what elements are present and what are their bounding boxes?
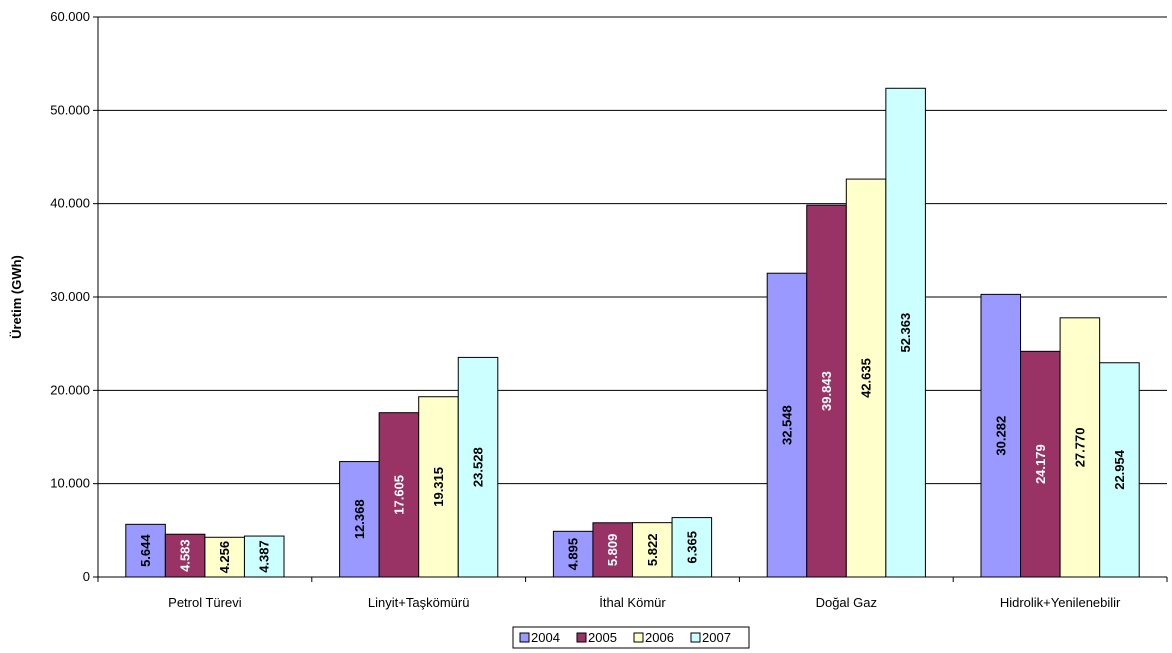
- y-tick-label: 20.000: [50, 382, 90, 397]
- data-label: 52.363: [898, 313, 913, 353]
- bar: [980, 293, 1022, 578]
- x-tick-label: Doğal Gaz: [816, 595, 877, 610]
- data-label: 32.548: [779, 405, 794, 445]
- data-label: 4.256: [217, 541, 232, 574]
- data-label: 5.809: [605, 534, 620, 567]
- data-label: 5.644: [138, 534, 153, 567]
- bar: [885, 87, 926, 578]
- bar: [339, 461, 380, 578]
- y-tick-label: 40.000: [50, 196, 90, 211]
- bar: [1099, 362, 1140, 578]
- data-label: 19.315: [431, 467, 446, 507]
- bars: [125, 87, 1140, 578]
- bar: [1059, 317, 1101, 578]
- bar: [592, 522, 634, 578]
- legend-box: [512, 626, 750, 649]
- legend-swatch: [576, 632, 587, 643]
- y-tick-label: 10.000: [50, 476, 90, 491]
- y-tick-label: 30.000: [50, 289, 90, 304]
- data-label: 4.387: [257, 540, 272, 573]
- x-tick-label: Petrol Türevi: [168, 595, 242, 610]
- bar: [845, 178, 887, 578]
- data-labels: 5.644 4.583 4.256 4.387 12.368 17.605 19.315 23…: [138, 313, 1127, 574]
- bar: [204, 536, 245, 578]
- bar: [552, 530, 594, 578]
- x-tick-label: Hidrolik+Yenilenebilir: [1000, 595, 1121, 610]
- bar: [632, 522, 673, 578]
- legend-swatch: [690, 632, 701, 643]
- legend: 2004 2005 2006 2007: [512, 626, 750, 649]
- legend-label: 2006: [645, 630, 674, 645]
- data-label: 30.282: [993, 416, 1008, 456]
- data-label: 39.843: [819, 371, 834, 411]
- data-label: 6.365: [684, 531, 699, 564]
- x-tick-label: İthal Kömür: [599, 595, 666, 610]
- bar: [243, 535, 285, 578]
- bar: [418, 396, 459, 578]
- x-tick-label: Linyit+Taşkömürü: [368, 595, 470, 610]
- data-label: 27.770: [1072, 428, 1087, 468]
- y-tick-label: 60.000: [50, 9, 90, 24]
- data-label: 22.954: [1112, 449, 1127, 490]
- bar: [766, 272, 808, 578]
- legend-label: 2007: [702, 630, 731, 645]
- bar: [671, 517, 713, 578]
- y-axis-title: Üretim (GWh): [9, 255, 24, 339]
- legend-swatch: [519, 632, 530, 643]
- data-label: 4.895: [566, 538, 581, 571]
- bar: [806, 204, 847, 578]
- legend-label: 2004: [531, 630, 560, 645]
- y-tick-label: 50.000: [50, 102, 90, 117]
- bar: [457, 356, 499, 578]
- data-label: 5.822: [645, 534, 660, 567]
- legend-label: 2005: [588, 630, 617, 645]
- bar: [1020, 350, 1061, 578]
- data-label: 17.605: [391, 475, 406, 515]
- legend-swatch: [633, 632, 644, 643]
- y-tick-label: 0: [83, 569, 90, 584]
- data-label: 4.583: [178, 539, 193, 572]
- data-label: 23.528: [471, 447, 486, 487]
- data-label: 24.179: [1033, 444, 1048, 484]
- data-label: 42.635: [859, 358, 874, 398]
- bar: [125, 523, 166, 578]
- data-label: 12.368: [352, 499, 367, 539]
